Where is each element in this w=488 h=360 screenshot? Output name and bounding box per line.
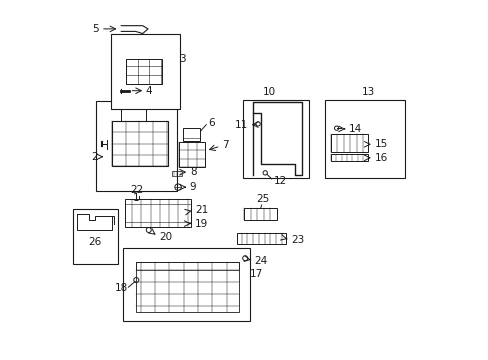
Text: 3: 3 xyxy=(179,54,186,64)
Bar xyxy=(125,59,162,84)
Bar xyxy=(330,134,367,152)
Text: 22: 22 xyxy=(130,185,143,195)
Text: 11: 11 xyxy=(234,120,247,130)
Bar xyxy=(183,128,200,141)
Text: 4: 4 xyxy=(145,86,152,96)
Text: 12: 12 xyxy=(273,176,286,186)
Text: 26: 26 xyxy=(88,237,102,247)
Text: 16: 16 xyxy=(374,153,387,163)
Text: 14: 14 xyxy=(348,124,361,134)
Text: 21: 21 xyxy=(195,205,208,215)
Bar xyxy=(112,121,167,166)
Bar xyxy=(124,203,190,222)
Text: 19: 19 xyxy=(194,219,207,229)
Text: 6: 6 xyxy=(207,118,214,128)
Text: 9: 9 xyxy=(189,182,196,192)
Text: 20: 20 xyxy=(159,232,172,242)
Text: 2: 2 xyxy=(91,152,98,162)
Bar xyxy=(124,199,190,227)
Bar xyxy=(121,109,146,121)
FancyBboxPatch shape xyxy=(96,102,176,191)
FancyBboxPatch shape xyxy=(123,248,249,321)
FancyBboxPatch shape xyxy=(73,208,118,264)
Bar xyxy=(135,262,239,270)
Text: 1: 1 xyxy=(133,193,140,203)
Text: 10: 10 xyxy=(263,87,276,97)
Text: 24: 24 xyxy=(254,256,267,266)
Bar xyxy=(135,262,239,312)
Text: 18: 18 xyxy=(114,283,127,293)
FancyBboxPatch shape xyxy=(110,33,180,109)
Text: 13: 13 xyxy=(362,87,375,97)
FancyBboxPatch shape xyxy=(242,100,308,178)
Text: 25: 25 xyxy=(256,194,269,204)
Text: 23: 23 xyxy=(290,235,304,245)
Bar xyxy=(330,154,367,161)
Text: 7: 7 xyxy=(221,140,228,150)
Text: 5: 5 xyxy=(92,24,99,34)
Text: 17: 17 xyxy=(250,269,263,279)
Bar xyxy=(179,142,205,167)
Bar xyxy=(171,171,181,176)
Bar xyxy=(244,207,276,220)
Text: 15: 15 xyxy=(374,139,387,149)
Bar xyxy=(237,233,285,244)
FancyBboxPatch shape xyxy=(324,100,405,178)
Text: 8: 8 xyxy=(189,167,196,177)
